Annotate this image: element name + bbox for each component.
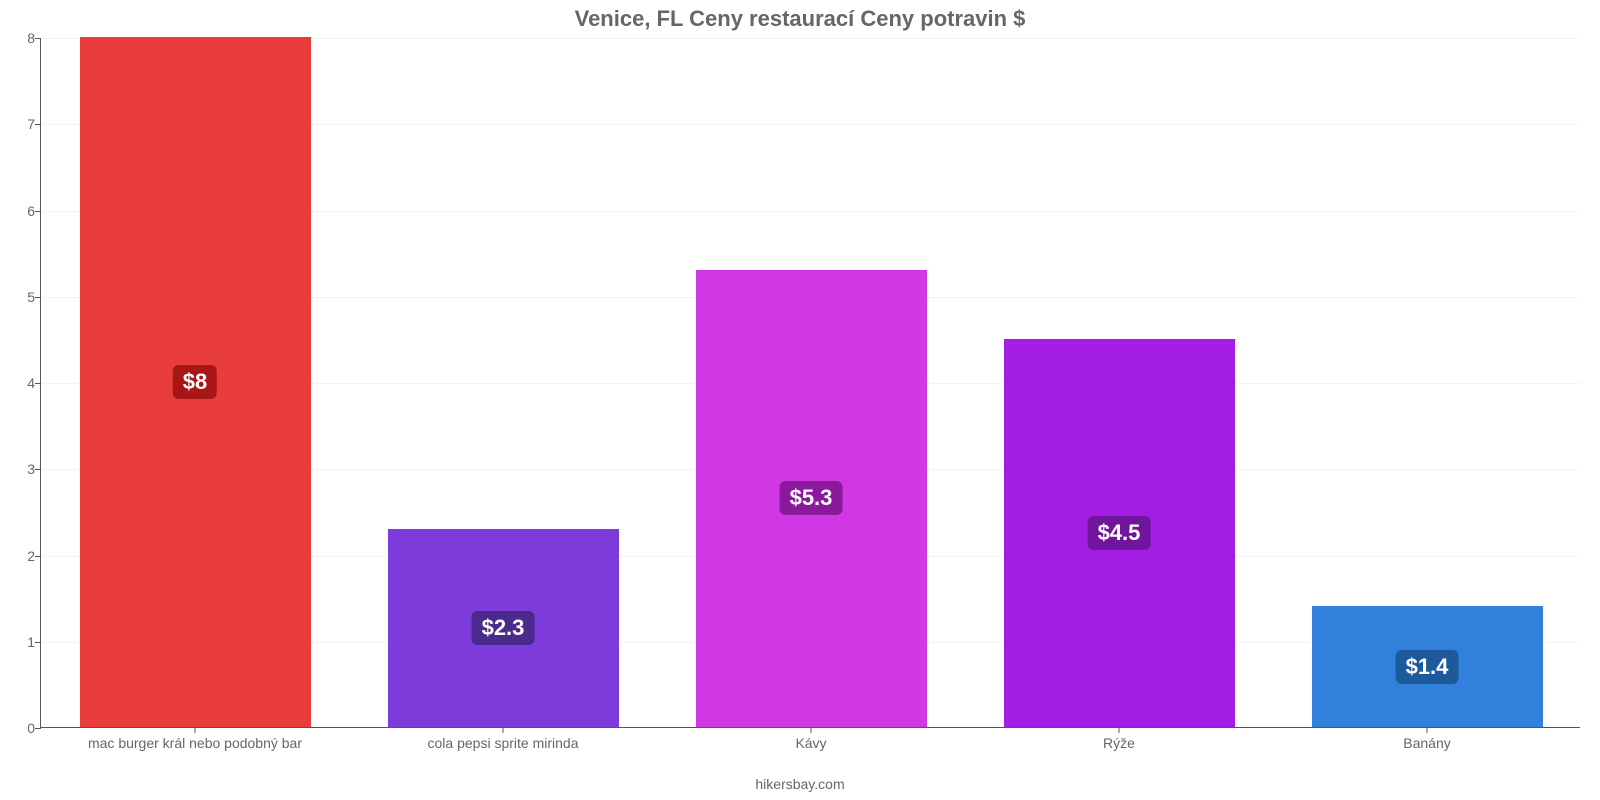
bar: $8 — [80, 37, 311, 727]
bar: $2.3 — [388, 529, 619, 727]
x-tick-label: mac burger král nebo podobný bar — [88, 727, 302, 751]
plot-area: 012345678 $8$2.3$5.3$4.5$1.4 mac burger … — [40, 38, 1580, 728]
value-badge: $8 — [173, 365, 217, 399]
chart-title: Venice, FL Ceny restaurací Ceny potravin… — [0, 0, 1600, 32]
footer-attribution: hikersbay.com — [755, 776, 844, 792]
value-badge: $5.3 — [780, 481, 843, 515]
bars-container: $8 $2.3 $5.3 $4.5 $1.4 — [41, 38, 1580, 727]
bar: $5.3 — [696, 270, 927, 727]
y-tick-mark — [35, 728, 41, 729]
bar: $4.5 — [1004, 339, 1235, 727]
x-tick-label: Banány — [1403, 727, 1450, 751]
x-tick-label: cola pepsi sprite mirinda — [428, 727, 579, 751]
x-tick-label: Kávy — [795, 727, 826, 751]
x-tick-label: Rýže — [1103, 727, 1135, 751]
bar: $1.4 — [1312, 606, 1543, 727]
value-badge: $1.4 — [1396, 650, 1459, 684]
value-badge: $4.5 — [1088, 516, 1151, 550]
value-badge: $2.3 — [472, 611, 535, 645]
